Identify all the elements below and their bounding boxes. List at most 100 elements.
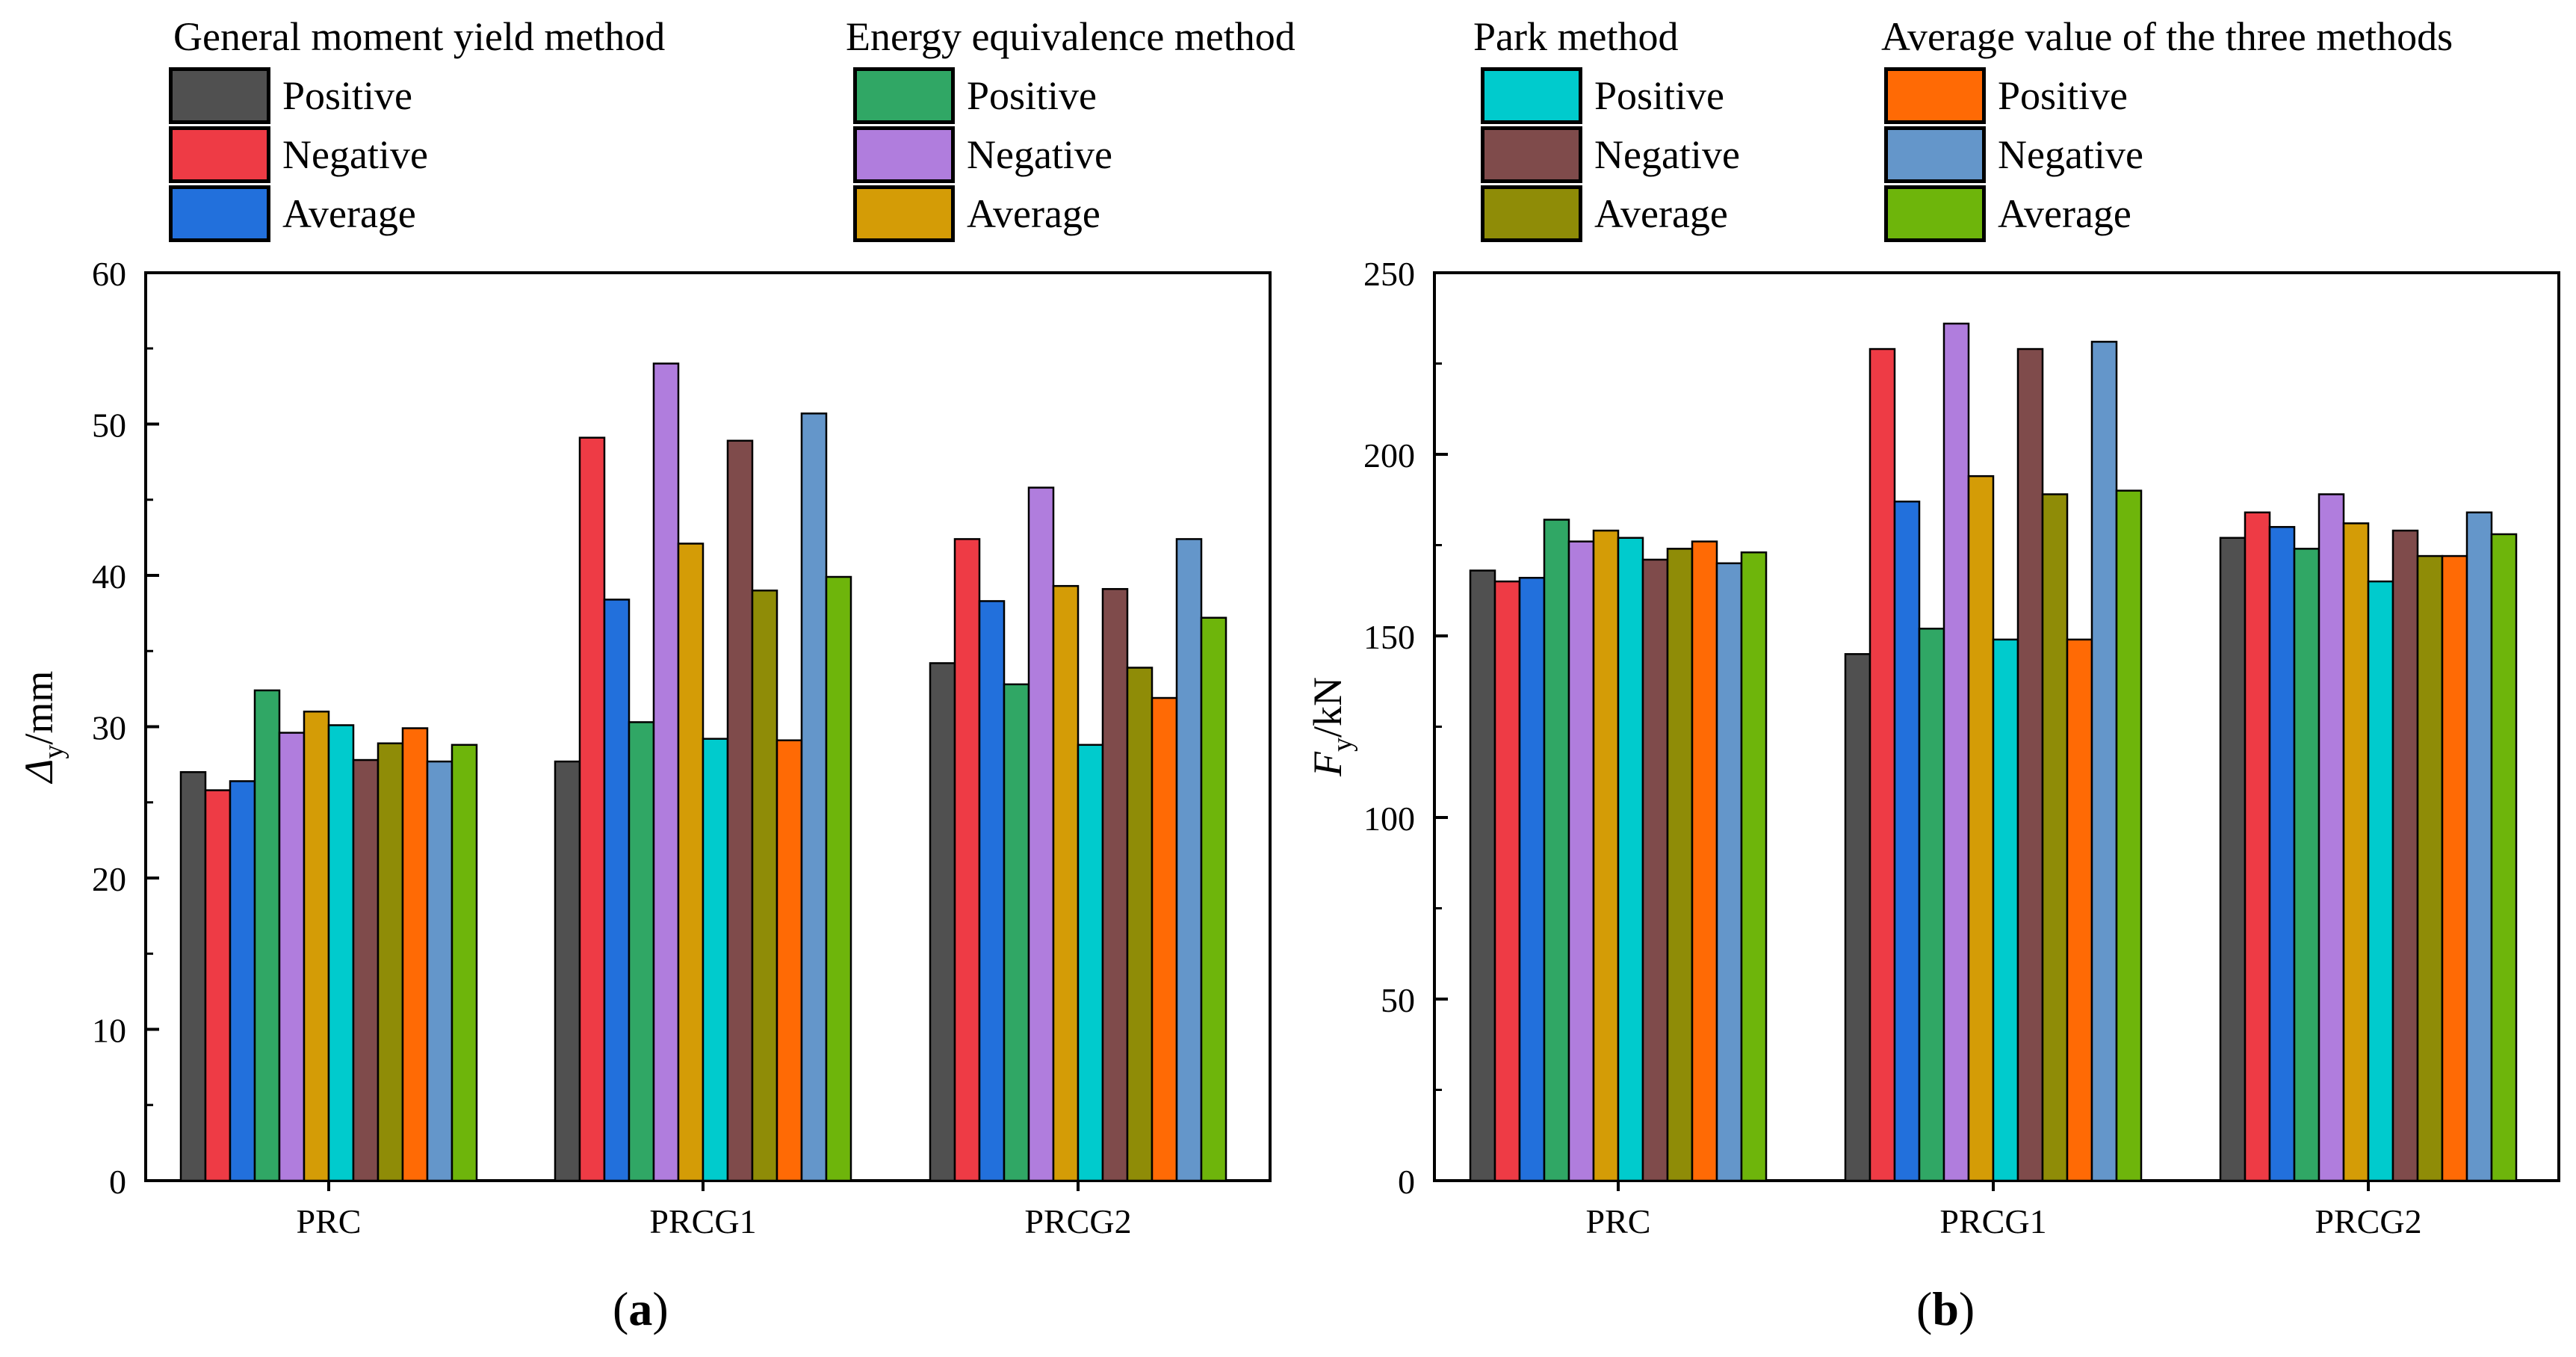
legend-item-avg-average: Average (1884, 181, 2131, 247)
bar (1052, 584, 1080, 1182)
bar (2090, 341, 2118, 1182)
legend-swatch (853, 67, 955, 124)
bar (1200, 616, 1227, 1182)
chart-panel-a: 0 10 20 30 40 50 60 PRC PRCG1 PRCG2 Δy/mm (16, 255, 1272, 1240)
legend-item-avg-positive: Positive (1884, 63, 2128, 129)
bar (825, 575, 852, 1182)
legend-item-gm-average: Average (169, 181, 416, 247)
bar (2244, 511, 2271, 1182)
legend-label: Negative (1594, 132, 1740, 177)
legend-item-ee-average: Average (853, 181, 1100, 247)
bar (1740, 551, 1768, 1182)
legend-swatch (1884, 67, 1986, 124)
bar (1493, 580, 1521, 1182)
bar (702, 738, 729, 1182)
legend-item-avg-negative: Negative (1884, 122, 2143, 188)
bar (953, 538, 981, 1182)
y-tick-label: 100 (1363, 800, 1415, 838)
bar (2318, 493, 2345, 1182)
y-tick-label: 10 (92, 1012, 126, 1050)
bar (1942, 322, 1970, 1182)
y-tick-label: 150 (1363, 618, 1415, 656)
bar (2219, 537, 2247, 1182)
bar (1617, 537, 1644, 1182)
legend-label: Negative (282, 132, 428, 177)
bar (652, 362, 680, 1182)
bar (2293, 548, 2320, 1182)
bar (578, 436, 606, 1182)
bar (1126, 667, 1154, 1182)
bar (1868, 347, 1896, 1182)
bar (1715, 562, 1743, 1182)
legend-swatch (169, 126, 270, 183)
bar (603, 599, 631, 1182)
legend-item-park-positive: Positive (1481, 63, 1724, 129)
bar (1592, 529, 1620, 1182)
y-tick-label: 20 (92, 860, 126, 898)
bar (726, 439, 754, 1182)
x-tick-label: PRCG2 (1024, 1202, 1131, 1240)
legend-item-ee-negative: Negative (853, 122, 1112, 188)
y-tick-label: 50 (92, 407, 126, 445)
bar (352, 758, 380, 1182)
bar (204, 789, 232, 1182)
x-tick-label: PRCG1 (649, 1202, 756, 1240)
legend-title-average-three: Average value of the three methods (1881, 14, 2453, 59)
y-tick-label: 60 (92, 255, 126, 293)
bar (2115, 489, 2143, 1182)
bar (554, 760, 581, 1182)
legend-label: Positive (282, 73, 413, 118)
bar (2416, 554, 2444, 1182)
x-tick-label: PRCG1 (1939, 1202, 2046, 1240)
bar (1543, 519, 1570, 1182)
legend-label: Average (282, 191, 416, 236)
y-axis-title: Δy/mm (16, 671, 69, 785)
bar (1967, 475, 1995, 1182)
legend-label: Positive (1998, 73, 2128, 118)
legend-label: Negative (967, 132, 1112, 177)
bar (2041, 493, 2069, 1182)
legend-swatch (169, 185, 270, 242)
legend-swatch (1481, 67, 1582, 124)
y-axis-title: Fy/kN (1305, 677, 1358, 777)
legend-label: Positive (1594, 73, 1725, 118)
legend-item-gm-positive: Positive (169, 63, 412, 129)
bar (1844, 653, 1871, 1182)
bar (426, 760, 453, 1182)
legend-item-park-negative: Negative (1481, 122, 1740, 188)
bar (2465, 511, 2493, 1182)
bar (1691, 540, 1718, 1182)
bar (2268, 525, 2296, 1182)
legend-swatch (1884, 185, 1986, 242)
bar (1518, 576, 1546, 1182)
bar (1893, 500, 1921, 1182)
bar (451, 744, 478, 1182)
y-tick-label: 40 (92, 557, 126, 596)
bar (229, 780, 256, 1182)
legend-item-park-average: Average (1481, 181, 1728, 247)
x-tick-label: PRCG2 (2315, 1202, 2421, 1240)
bar (1151, 696, 1178, 1182)
legend-title-park-method: Park method (1473, 14, 1679, 59)
bar (628, 721, 655, 1182)
bar (377, 742, 404, 1182)
legend-swatch (853, 185, 955, 242)
bar (2367, 580, 2394, 1182)
bar (775, 739, 803, 1182)
legend-swatch (1481, 185, 1582, 242)
bar (401, 727, 429, 1182)
panel-label-b: (b) (1916, 1282, 1975, 1335)
bar (677, 543, 705, 1182)
bar (751, 590, 778, 1182)
bar (2342, 522, 2370, 1182)
bar (978, 600, 1006, 1182)
legend-title-energy-equivalence: Energy equivalence method (846, 14, 1295, 59)
y-tick-label: 250 (1363, 255, 1415, 293)
bar (1666, 548, 1694, 1182)
bar (2490, 533, 2518, 1182)
bar (2016, 347, 2044, 1182)
y-tick-label: 30 (92, 709, 126, 747)
x-tick-label: PRC (1586, 1202, 1651, 1240)
bar (1003, 683, 1030, 1182)
